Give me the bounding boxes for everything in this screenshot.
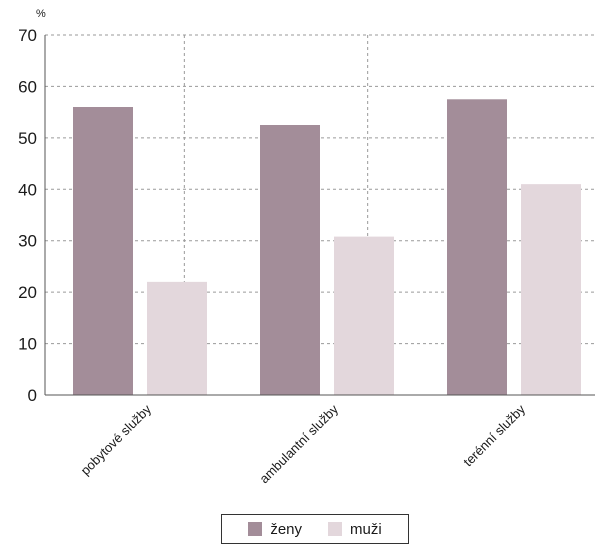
bar-zeny-2 — [447, 99, 507, 396]
bar-muzi-1 — [334, 236, 394, 395]
y-tick-label: 30 — [18, 232, 37, 251]
x-tick-label: pobytové služby — [78, 401, 155, 478]
bar-layer — [73, 99, 581, 396]
bar-zeny-1 — [260, 125, 320, 395]
y-tick-label: 50 — [18, 129, 37, 148]
legend-label-muzi: muži — [350, 520, 382, 538]
y-tick-label: 60 — [18, 77, 37, 96]
y-tick-label: 0 — [28, 386, 37, 405]
y-tick-label: 10 — [18, 335, 37, 354]
legend-swatch-zeny — [248, 522, 263, 536]
y-unit-label: % — [36, 8, 46, 20]
x-tick-label: ambulantní služby — [256, 401, 341, 486]
chart: 0 10 20 30 40 50 60 70 pobytové služby ambulantní… — [18, 8, 595, 486]
y-tick-label: 40 — [18, 180, 37, 199]
y-tick-label: 20 — [18, 283, 37, 302]
legend-swatch-muzi — [328, 522, 342, 536]
y-tick-label: 70 — [18, 26, 37, 45]
legend: ženy muži — [221, 514, 409, 544]
legend-label-zeny: ženy — [270, 520, 302, 538]
legend-item-zeny: ženy — [248, 521, 302, 538]
x-tick-label: terénní služby — [460, 401, 528, 469]
bar-muzi-2 — [521, 184, 581, 395]
bar-zeny-0 — [73, 107, 133, 395]
bar-muzi-0 — [147, 281, 207, 395]
legend-item-muzi: muži — [328, 521, 382, 538]
